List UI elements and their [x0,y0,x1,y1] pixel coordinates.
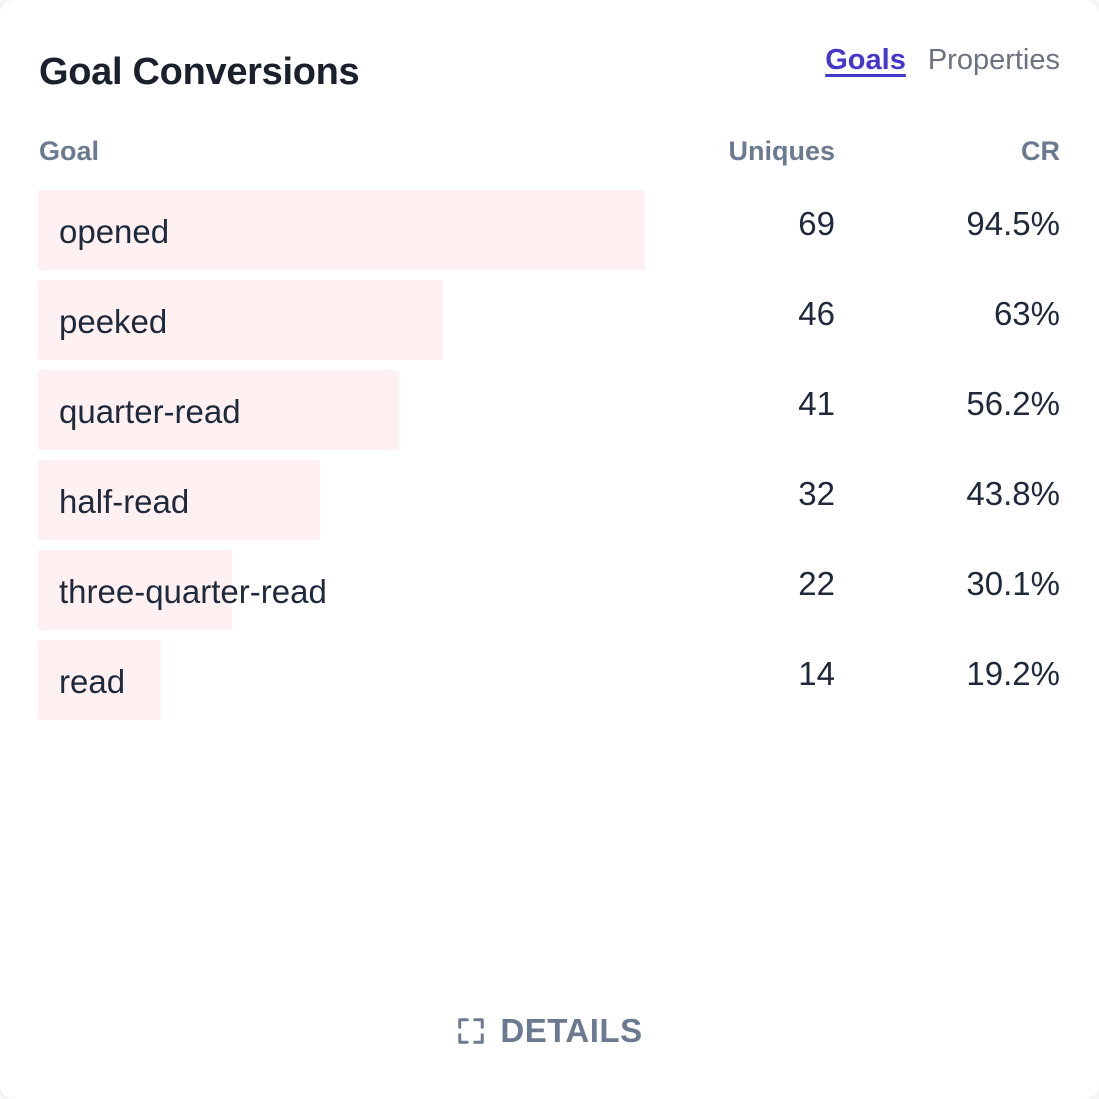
cr-value: 30.1% [966,565,1060,602]
table-row[interactable]: read 14 19.2% [38,640,1060,720]
goal-label[interactable]: opened [59,213,170,250]
table-row[interactable]: three-quarter-read 22 30.1% [38,550,1060,630]
column-header-goal: Goal [39,136,100,166]
uniques-value: 69 [798,205,835,242]
table-row[interactable]: half-read 32 43.8% [38,460,1060,540]
table-row[interactable]: quarter-read 41 56.2% [38,370,1060,450]
cr-value: 19.2% [966,655,1060,692]
uniques-value: 41 [798,385,835,422]
goal-label[interactable]: three-quarter-read [59,573,327,610]
uniques-value: 14 [798,655,835,692]
row-bar [38,640,161,720]
column-header-uniques: Uniques [728,136,835,166]
row-bar [38,190,645,270]
cr-value: 63% [993,295,1060,332]
row-bar [38,370,399,450]
uniques-value: 46 [798,295,835,332]
uniques-value: 32 [798,475,835,512]
table-row[interactable]: peeked 46 63% [38,280,1060,360]
details-label: DETAILS [500,1012,643,1049]
cr-value: 94.5% [966,205,1060,242]
goal-label[interactable]: peeked [59,303,168,340]
row-bar [38,460,320,540]
card-title: Goal Conversions [39,51,360,93]
row-bar [38,280,443,360]
row-bar [38,550,232,630]
cr-value: 43.8% [966,475,1060,512]
goal-label[interactable]: read [59,663,126,700]
uniques-value: 22 [798,565,835,602]
tab-switcher: Goals Properties [825,42,1060,78]
goal-label[interactable]: quarter-read [59,393,241,430]
table-row[interactable]: opened 69 94.5% [38,190,1060,270]
expand-icon [458,1018,485,1044]
goal-label[interactable]: half-read [59,483,190,520]
cr-value: 56.2% [966,385,1060,422]
goals-table: opened 69 94.5% peeked 46 63% quarter-read 41 56… [38,190,1060,730]
details-button[interactable]: DETAILS [0,1012,1099,1050]
tab-properties[interactable]: Properties [927,44,1060,76]
column-header-cr: CR [1021,136,1060,166]
tab-goals[interactable]: Goals [825,44,906,76]
